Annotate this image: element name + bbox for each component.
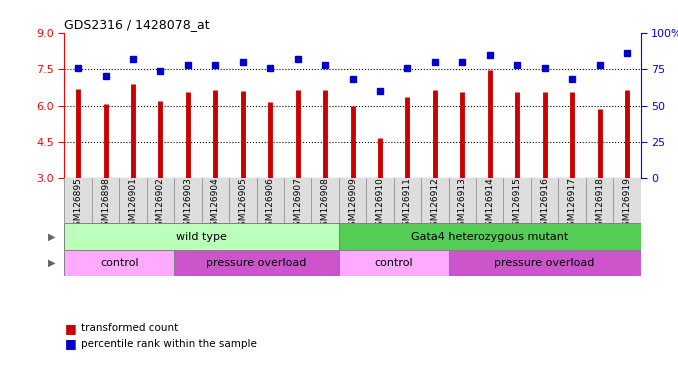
Bar: [449, 250, 641, 276]
Text: control: control: [100, 258, 138, 268]
Bar: [339, 250, 449, 276]
Bar: [174, 250, 339, 276]
Bar: [64, 250, 174, 276]
Text: GDS2316 / 1428078_at: GDS2316 / 1428078_at: [64, 18, 210, 31]
Text: ▶: ▶: [48, 258, 56, 268]
Bar: [64, 223, 339, 250]
Text: pressure overload: pressure overload: [206, 258, 306, 268]
Text: ■: ■: [64, 322, 76, 335]
Text: ▶: ▶: [48, 232, 56, 242]
Text: control: control: [374, 258, 413, 268]
Text: pressure overload: pressure overload: [494, 258, 595, 268]
Bar: [339, 223, 641, 250]
Text: percentile rank within the sample: percentile rank within the sample: [81, 339, 257, 349]
Text: wild type: wild type: [176, 232, 227, 242]
Text: Gata4 heterozygous mutant: Gata4 heterozygous mutant: [411, 232, 568, 242]
Text: ■: ■: [64, 337, 76, 350]
Text: transformed count: transformed count: [81, 323, 178, 333]
